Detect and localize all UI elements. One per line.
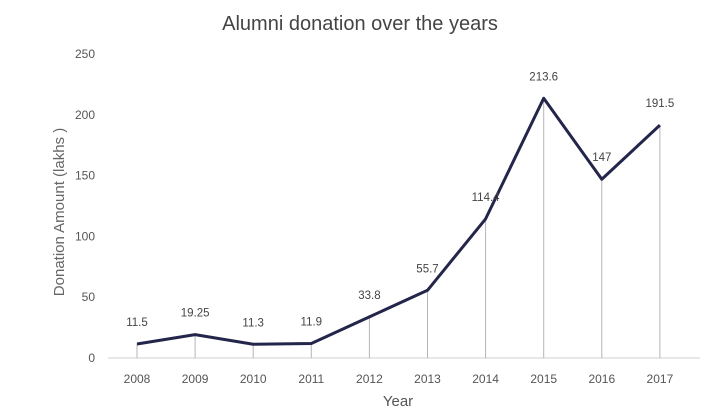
series-line	[136, 96, 661, 346]
y-tick-label: 0	[88, 351, 95, 365]
y-tick-label: 50	[82, 290, 96, 304]
x-tick-label: 2013	[414, 372, 441, 386]
x-tick-label: 2012	[356, 372, 383, 386]
x-tick-label: 2016	[588, 372, 615, 386]
data-label: 33.8	[358, 290, 380, 302]
data-label: 191.5	[646, 98, 675, 110]
chart-title: Alumni donation over the years	[222, 13, 498, 35]
x-tick-label: 2010	[240, 372, 267, 386]
y-tick-label: 150	[75, 169, 95, 183]
y-tick-label: 200	[75, 108, 95, 122]
y-tick-label: 100	[75, 229, 95, 243]
x-tick-label: 2014	[472, 372, 499, 386]
x-tick-label: 2011	[298, 372, 324, 386]
y-axis-label: Donation Amount (lakhs )	[51, 128, 68, 296]
data-label: 55.7	[416, 263, 438, 275]
data-label: 213.6	[529, 71, 558, 83]
x-tick-label: 2008	[124, 372, 151, 386]
data-label: 19.25	[181, 308, 210, 320]
data-label: 11.3	[242, 317, 264, 329]
x-tick-label: 2017	[647, 372, 674, 386]
x-tick-label: 2015	[530, 372, 557, 386]
data-label: 11.9	[301, 317, 323, 329]
x-tick-label: 2009	[182, 372, 209, 386]
y-tick-label: 250	[75, 47, 95, 61]
data-label: 11.5	[126, 317, 148, 329]
x-axis-label: Year	[383, 393, 413, 410]
data-label: 114.4	[472, 192, 501, 204]
data-label: 147	[592, 152, 611, 164]
